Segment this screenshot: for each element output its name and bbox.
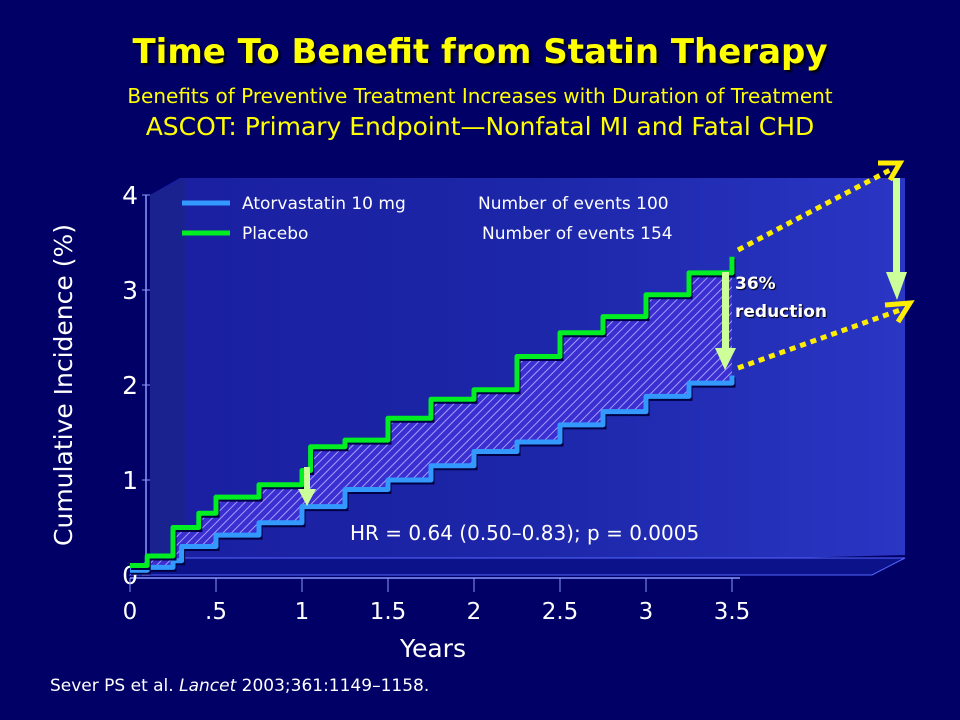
y-tick-label: 1	[122, 466, 138, 495]
legend-events-placebo: Number of events 154	[482, 224, 673, 244]
x-tick-label: 3	[639, 599, 654, 625]
hazard-ratio-annotation: HR = 0.64 (0.50–0.83); p = 0.0005	[350, 521, 699, 545]
y-axis-label: Cumulative Incidence (%)	[49, 224, 78, 546]
legend-label-atorvastatin: Atorvastatin 10 mg	[242, 194, 406, 214]
slide-subtitle-2: ASCOT: Primary Endpoint—Nonfatal MI and …	[145, 112, 815, 141]
reduction-annotation: 36% reduction	[735, 274, 827, 322]
slide-title: Time To Benefit from Statin Therapy	[132, 32, 828, 72]
citation-authors: Sever PS et al.	[50, 676, 180, 696]
slide-subtitle: Benefits of Preventive Treatment Increas…	[127, 84, 833, 108]
series-line-placebo	[130, 256, 735, 568]
citation: Sever PS et al. Lancet 2003;361:1149–115…	[50, 676, 429, 696]
x-tick-label: .5	[205, 599, 227, 625]
x-tick-label: 2	[467, 599, 482, 625]
x-axis-label: Years	[399, 634, 466, 663]
y-tick-label: 2	[122, 371, 138, 400]
dotted-projection-lines	[736, 160, 915, 371]
reduction-label: reduction	[735, 302, 827, 322]
x-tick-label: 0	[123, 599, 138, 625]
legend-label-placebo: Placebo	[242, 224, 308, 244]
legend-events-atorvastatin: Number of events 100	[478, 194, 669, 214]
x-tick-label: 2.5	[542, 599, 579, 625]
y-tick-label: 3	[122, 276, 138, 305]
arrow-right-icon	[886, 178, 907, 300]
legend: Atorvastatin 10 mg Number of events 100 …	[182, 194, 673, 244]
citation-journal: Lancet	[179, 676, 237, 696]
reduction-percent: 36%	[735, 274, 776, 294]
chart-side-wall	[150, 178, 185, 575]
arrow-1yr-icon	[298, 467, 316, 506]
plot-area	[129, 256, 736, 575]
x-tick-label: 1	[295, 599, 310, 625]
citation-reference: 2003;361:1149–1158.	[236, 676, 430, 696]
y-tick-label: 4	[122, 181, 138, 210]
x-tick-label: 3.5	[714, 599, 751, 625]
x-tick-label: 1.5	[370, 599, 407, 625]
chart-floor	[128, 557, 906, 576]
arrow-3_5yr-icon	[715, 272, 736, 370]
